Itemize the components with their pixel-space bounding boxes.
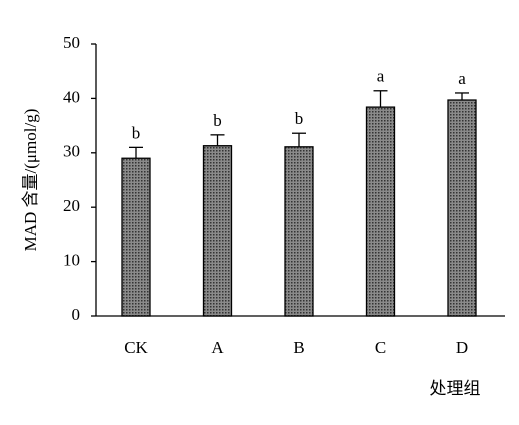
- bar: [447, 99, 477, 317]
- y-tick-label: 40: [63, 87, 80, 106]
- y-tick-label: 30: [63, 142, 80, 161]
- x-tick-label: A: [211, 338, 224, 357]
- significance-label: b: [132, 123, 141, 142]
- bar: [202, 145, 233, 317]
- y-tick-label: 0: [72, 305, 81, 324]
- x-tick-label: B: [293, 338, 304, 357]
- bar: [121, 157, 151, 317]
- x-axis-label: 处理组: [430, 379, 481, 398]
- x-tick-label: D: [456, 338, 468, 357]
- x-tick-label: CK: [124, 338, 148, 357]
- bar: [284, 146, 314, 317]
- significance-label: a: [458, 69, 466, 88]
- bar: [365, 106, 396, 317]
- significance-label: b: [295, 109, 304, 128]
- x-tick-label: C: [375, 338, 386, 357]
- significance-label: a: [377, 67, 385, 86]
- y-tick-label: 10: [63, 251, 80, 270]
- significance-label: b: [213, 111, 222, 130]
- y-tick-label: 20: [63, 196, 80, 215]
- y-tick-label: 50: [63, 33, 80, 52]
- y-axis-label: MAD 含量/(μmol/g): [21, 109, 40, 252]
